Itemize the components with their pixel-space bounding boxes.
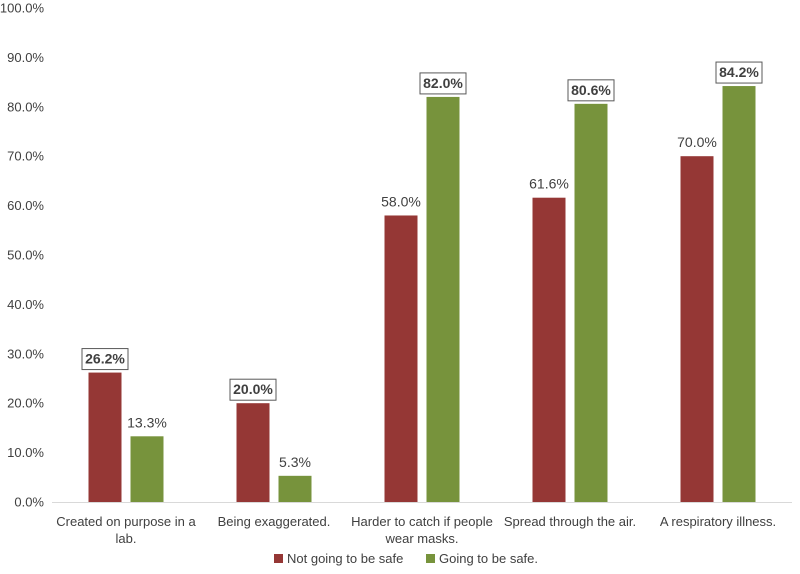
- data-label: 80.6%: [571, 82, 611, 98]
- y-tick-label: 90.0%: [7, 50, 44, 65]
- data-label: 5.3%: [279, 454, 311, 470]
- bar-safe: [278, 475, 312, 502]
- bar-not-safe: [384, 215, 418, 503]
- data-label-box: [419, 72, 467, 95]
- data-label-box: [567, 79, 615, 102]
- x-category-label: Spread through the air.: [504, 514, 636, 529]
- bar-safe: [722, 86, 756, 502]
- y-tick-label: 30.0%: [7, 346, 44, 361]
- data-label: 70.0%: [677, 134, 717, 150]
- legend-label: Going to be safe.: [439, 551, 538, 566]
- x-category-label: Harder to catch if people: [351, 514, 493, 529]
- x-category-label: A respiratory illness.: [660, 514, 776, 529]
- bar-safe: [574, 103, 608, 502]
- x-category-label: lab.: [116, 531, 137, 546]
- bar-safe: [130, 436, 164, 502]
- legend-label: Not going to be safe: [287, 551, 403, 566]
- y-tick-label: 50.0%: [7, 248, 44, 263]
- x-category-label: Being exaggerated.: [218, 514, 331, 529]
- bars: [88, 86, 756, 503]
- y-tick-label: 70.0%: [7, 149, 44, 164]
- bar-not-safe: [680, 156, 714, 502]
- bar-safe: [426, 96, 460, 503]
- data-label: 13.3%: [127, 414, 167, 430]
- bar-not-safe: [532, 197, 566, 503]
- data-labels: 26.2% 13.3% 20.0% 5.3% 58.0% 82.0% 61.6% 80.6% 7…: [81, 61, 763, 470]
- data-label: 26.2%: [85, 351, 125, 367]
- data-label: 84.2%: [719, 64, 759, 80]
- x-category-label: Created on purpose in a: [56, 514, 196, 529]
- y-tick-label: 10.0%: [7, 445, 44, 460]
- data-label: 61.6%: [529, 176, 569, 192]
- y-tick-label: 0.0%: [14, 495, 44, 510]
- legend-swatch: [274, 554, 283, 563]
- data-label: 82.0%: [423, 75, 463, 91]
- data-label-box: [229, 378, 277, 401]
- data-label: 20.0%: [233, 381, 273, 397]
- legend: Not going to be safe Going to be safe.: [274, 551, 538, 566]
- legend-swatch: [426, 554, 435, 563]
- y-tick-label: 80.0%: [7, 99, 44, 114]
- bar-not-safe: [88, 372, 122, 502]
- y-tick-label: 40.0%: [7, 297, 44, 312]
- bar-not-safe: [236, 403, 270, 502]
- data-label-box: [81, 348, 129, 371]
- x-axis: Created on purpose in a lab. Being exagger…: [52, 502, 792, 546]
- x-category-label: wear masks.: [385, 531, 459, 546]
- data-label: 58.0%: [381, 193, 421, 209]
- y-tick-label: 100.0%: [0, 1, 44, 16]
- y-axis: 0.0% 10.0% 20.0% 30.0% 40.0% 50.0% 60.0% 70.0% 8…: [0, 1, 44, 510]
- y-tick-label: 20.0%: [7, 396, 44, 411]
- y-tick-label: 60.0%: [7, 198, 44, 213]
- data-label-box: [715, 61, 763, 84]
